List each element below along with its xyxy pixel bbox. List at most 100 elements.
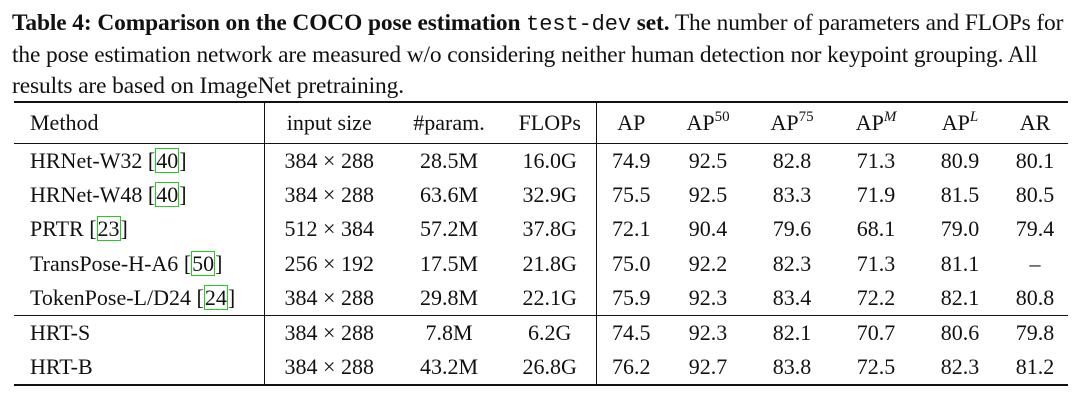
cell-input: 384 × 288 (284, 147, 374, 173)
cell-input: 384 × 288 (264, 350, 394, 386)
cell-apl: 81.5 (940, 181, 980, 207)
cell-method: TokenPose-L/D24 [24] (14, 281, 265, 316)
cell-ap75: 82.3 (772, 250, 812, 276)
cell-apm: 71.3 (856, 147, 896, 173)
cell-input: 256 × 192 (284, 250, 374, 276)
cell-param: 7.8M (394, 315, 504, 350)
cell-ap50: 92.3 (666, 315, 750, 350)
table-row: HRT-S 384 × 288 7.8M 6.2G 74.5 92.3 82.1 70.7 80… (14, 315, 1068, 350)
header-param: #param. (394, 101, 504, 144)
cell-ap: 72.1 (612, 216, 651, 242)
cell-input: 384 × 288 (264, 315, 394, 350)
cell-apl: 79.0 (940, 216, 980, 242)
cell-param: 63.6M (419, 181, 479, 207)
header-input-size: input size (264, 101, 394, 144)
table-row: TransPose-H-A6 [50] 256 × 192 17.5M 21.8G 75… (14, 246, 1068, 281)
cell-apl: 82.3 (918, 350, 1002, 386)
header-apl: APL (918, 101, 1002, 144)
table-row: TokenPose-L/D24 [24] 384 × 288 29.8M 22.1G 7… (14, 281, 1068, 316)
cell-param: 17.5M (419, 250, 479, 276)
cell-ar: 79.8 (1002, 315, 1068, 350)
cell-method: TransPose-H-A6 [50] (14, 246, 265, 281)
cell-ar: 79.4 (1015, 216, 1055, 242)
cell-ap50: 92.5 (688, 147, 728, 173)
citation-link[interactable]: 40 (155, 147, 180, 173)
citation-link[interactable]: 23 (96, 216, 121, 242)
header-ap50: AP50 (666, 101, 750, 144)
header-apm: APM (834, 101, 918, 144)
method-name: HRNet-W48 (30, 181, 148, 207)
header-ar: AR (1002, 101, 1068, 144)
cell-method: HRNet-W48 [40] (14, 177, 265, 212)
cell-ar: 80.5 (1015, 181, 1055, 207)
cell-ap50: 92.7 (666, 350, 750, 386)
cell-apl: 81.1 (940, 250, 980, 276)
cell-flops: 6.2G (504, 315, 597, 350)
cell-ap75: 79.6 (772, 216, 812, 242)
cell-ap: 76.2 (596, 350, 666, 386)
cell-ap: 74.5 (596, 315, 666, 350)
method-name: HRNet-W32 (30, 147, 148, 173)
cell-ap75: 82.1 (750, 315, 834, 350)
cell-apl: 82.1 (940, 285, 980, 310)
cell-input: 512 × 384 (284, 216, 374, 242)
cell-ap: 74.9 (612, 147, 651, 173)
cell-ap: 75.5 (612, 181, 651, 207)
cell-apl: 80.9 (940, 147, 980, 173)
header-ap: AP (596, 101, 666, 144)
header-flops: FLOPs (504, 101, 597, 144)
method-name: HRT-B (30, 353, 93, 379)
cell-method: PRTR [23] (14, 212, 265, 247)
citation-link[interactable]: 50 (191, 250, 216, 276)
cell-ar: 81.2 (1002, 350, 1068, 386)
results-table-wrapper: Method input size #param. FLOPs AP AP50 … (14, 101, 1068, 386)
cell-flops: 22.1G (504, 281, 597, 316)
cell-ar: 80.1 (1015, 147, 1055, 173)
cell-param: 57.2M (419, 216, 479, 242)
cell-method: HRT-S (14, 315, 265, 350)
baseline-rows: HRNet-W32 [40] 384 × 288 28.5M 16.0G 74.9 92.… (14, 143, 1068, 316)
cell-apm: 71.9 (856, 181, 896, 207)
cell-ap75: 83.8 (750, 350, 834, 386)
cell-param: 29.8M (419, 285, 479, 310)
cell-ap50: 92.3 (688, 285, 728, 310)
cell-method: HRNet-W32 [40] (14, 143, 265, 178)
table-row: HRT-B 384 × 288 43.2M 26.8G 76.2 92.7 83.8 72.5… (14, 350, 1068, 386)
caption-title-end: set. (636, 10, 670, 36)
cell-method: HRT-B (14, 350, 265, 386)
cell-input: 384 × 288 (284, 181, 374, 207)
citation-link[interactable]: 24 (203, 285, 228, 310)
cell-ap: 75.9 (612, 285, 651, 310)
cell-ap75: 82.8 (772, 147, 812, 173)
table-caption: Table 4: Comparison on the COCO pose est… (12, 8, 1072, 102)
cell-flops: 32.9G (504, 177, 597, 212)
cell-ap75: 83.4 (772, 285, 812, 310)
cell-flops: 37.8G (504, 212, 597, 247)
cell-ar: 80.8 (1015, 285, 1055, 310)
cell-apm: 72.5 (834, 350, 918, 386)
method-name: TransPose-H-A6 (30, 250, 184, 276)
table-row: HRNet-W32 [40] 384 × 288 28.5M 16.0G 74.9 92.… (14, 143, 1068, 178)
caption-body: The number of parameters and FLOPs for t… (12, 10, 1064, 99)
header-ap75: AP75 (750, 101, 834, 144)
citation-link[interactable]: 40 (155, 181, 180, 207)
caption-split-name: test-dev (526, 12, 631, 37)
caption-label: Table 4: (12, 10, 92, 36)
cell-ap50: 90.4 (688, 216, 728, 242)
header-method: Method (14, 101, 265, 144)
cell-apm: 71.3 (856, 250, 896, 276)
cell-ar: – (1029, 250, 1041, 276)
cell-param: 28.5M (419, 147, 479, 173)
method-name: TokenPose-L/D24 (30, 285, 197, 310)
cell-ap: 75.0 (612, 250, 651, 276)
results-table: Method input size #param. FLOPs AP AP50 … (14, 101, 1068, 386)
cell-input: 384 × 288 (284, 285, 374, 310)
table-row: HRNet-W48 [40] 384 × 288 63.6M 32.9G 75.5 92.… (14, 177, 1068, 212)
hrt-rows: HRT-S 384 × 288 7.8M 6.2G 74.5 92.3 82.1 70.7 80… (14, 315, 1068, 386)
cell-apm: 72.2 (856, 285, 896, 310)
cell-ap75: 83.3 (772, 181, 812, 207)
table-header-row: Method input size #param. FLOPs AP AP50 … (14, 101, 1068, 144)
cell-flops: 21.8G (504, 246, 597, 281)
cell-ap50: 92.5 (688, 181, 728, 207)
cell-apm: 70.7 (834, 315, 918, 350)
